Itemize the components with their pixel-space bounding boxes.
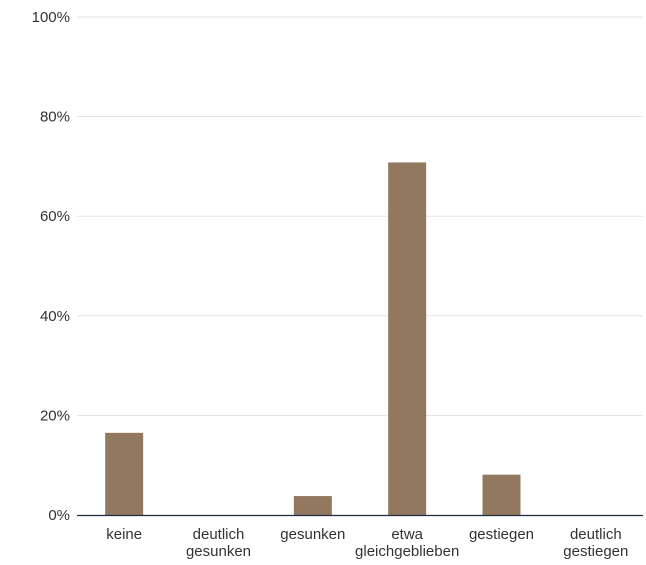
bar xyxy=(105,432,144,515)
x-category-label: gesunken xyxy=(280,526,345,543)
y-tick-label: 0% xyxy=(48,507,70,524)
y-tick-label: 80% xyxy=(40,109,70,126)
y-tick-label: 100% xyxy=(32,9,70,26)
y-axis-tick-labels: 0% 20% 40% 60% 80% 100% xyxy=(32,9,70,524)
x-category-label: gestiegen xyxy=(469,526,534,543)
x-axis-category-labels: keine deutlich gesunken gesunken etwa gleichg… xyxy=(106,526,628,560)
y-tick-label: 40% xyxy=(40,308,70,325)
y-tick-label: 60% xyxy=(40,208,70,225)
gridlines xyxy=(77,16,643,416)
bar xyxy=(388,162,427,515)
y-tick-label: 20% xyxy=(40,407,70,424)
x-category-label: keine xyxy=(106,526,142,543)
x-category-label: deutlich gestiegen xyxy=(563,526,628,560)
x-category-label: deutlich gesunken xyxy=(186,526,251,560)
bar xyxy=(293,496,332,515)
bars xyxy=(105,162,521,515)
x-category-label: etwa gleichgeblieben xyxy=(355,526,459,560)
bar xyxy=(482,474,521,515)
